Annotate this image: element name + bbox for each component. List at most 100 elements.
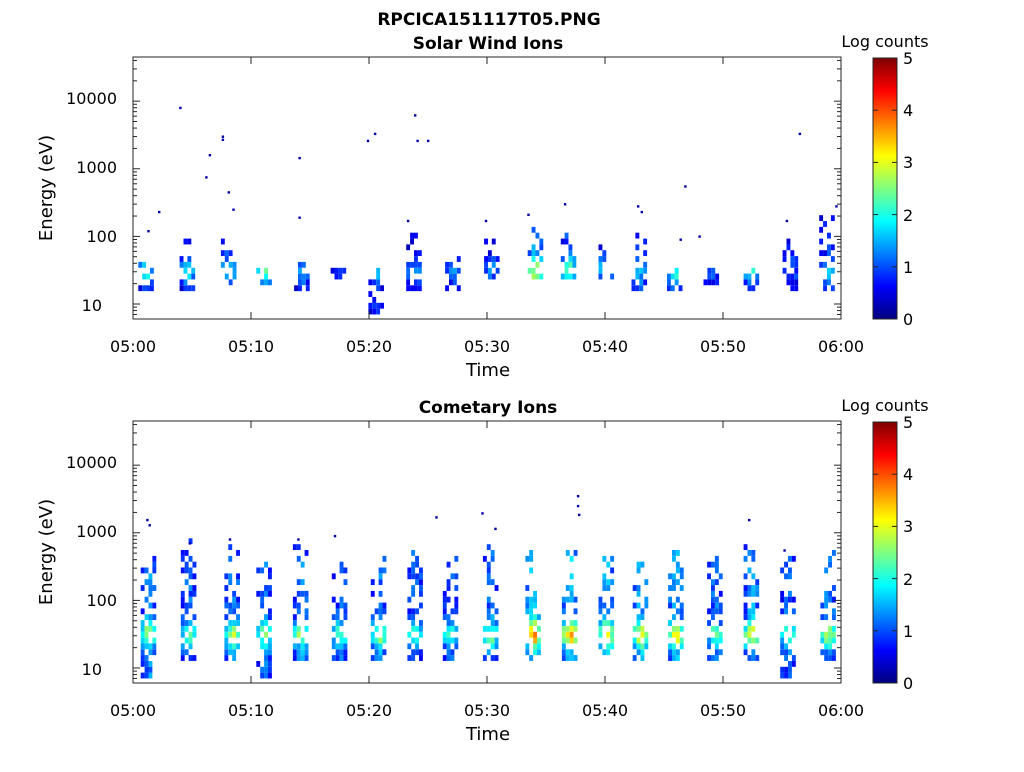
solar-wind-heatmap-cell <box>179 285 184 292</box>
cometary-heatmap-cell <box>565 550 570 556</box>
solar-wind-heatmap-cell <box>452 267 457 274</box>
cometary-heatmap-cell <box>791 608 796 615</box>
cometary-heatmap-cell <box>339 602 344 609</box>
cometary-heatmap-cell <box>450 637 455 644</box>
cometary-heatmap-cell <box>232 602 237 609</box>
cometary-heatmap-cell <box>454 625 459 632</box>
cometary-heatmap-cell <box>644 637 649 644</box>
cometary-heatmap-cell <box>454 573 459 580</box>
cometary-heatmap-cell <box>640 643 645 650</box>
cometary-tick-label: 05:40 <box>582 701 628 720</box>
cometary-heatmap-cell <box>672 643 676 650</box>
cometary-heatmap-cell <box>296 643 301 650</box>
cometary-heatmap-cell <box>784 573 788 580</box>
cometary-heatmap-cell <box>751 625 756 632</box>
cometary-heatmap-cell <box>610 631 615 638</box>
cometary-heatmap-cell <box>569 555 574 562</box>
cometary-heatmap-cell <box>640 614 645 621</box>
cometary-heatmap-cell <box>224 585 229 591</box>
cometary-heatmap-cell <box>152 643 157 650</box>
cometary-heatmap-cell <box>533 649 537 656</box>
cometary-heatmap-cell <box>490 655 495 661</box>
cometary-heatmap-cell <box>184 625 189 632</box>
solar-wind-heatmap-cell <box>751 267 756 274</box>
cometary-colorbar-tick-label: 1 <box>903 622 913 641</box>
solar-wind-heatmap-cell <box>334 267 339 274</box>
solar-wind-heatmap-cell <box>531 273 536 280</box>
cometary-heatmap-point <box>435 516 438 519</box>
cometary-heatmap-cell <box>370 590 375 597</box>
solar-wind-heatmap-cell <box>146 273 150 280</box>
cometary-heatmap-cell <box>140 649 145 656</box>
cometary-heatmap-cell <box>755 637 760 644</box>
cometary-heatmap-cell <box>192 655 197 661</box>
cometary-heatmap-cell <box>224 602 229 609</box>
cometary-heatmap-cell <box>711 561 715 568</box>
cometary-heatmap-cell <box>780 672 785 679</box>
solar-wind-heatmap-point <box>227 191 230 194</box>
cometary-heatmap-cell <box>784 649 788 656</box>
solar-wind-heatmap-cell <box>305 273 310 280</box>
cometary-heatmap-cell <box>304 655 309 661</box>
cometary-heatmap-cell <box>569 637 574 644</box>
solar-wind-heatmap-cell <box>819 226 824 233</box>
cometary-heatmap-cell <box>292 614 297 621</box>
cometary-heatmap-cell <box>679 573 684 580</box>
cometary-heatmap-cell <box>264 666 268 673</box>
solar-wind-heatmap-cell <box>819 215 824 222</box>
cometary-heatmap-cell <box>711 637 715 644</box>
solar-wind-heatmap-point <box>427 139 430 143</box>
cometary-heatmap-cell <box>490 643 495 650</box>
cometary-heatmap-cell <box>268 567 272 574</box>
cometary-heatmap-cell <box>268 573 272 580</box>
cometary-heatmap-cell <box>268 649 272 656</box>
cometary-heatmap-cell <box>411 620 416 626</box>
solar-wind-heatmap-point <box>835 205 838 208</box>
cometary-heatmap-cell <box>569 631 574 638</box>
solar-wind-heatmap-cell <box>301 273 306 280</box>
cometary-heatmap-cell <box>718 608 723 615</box>
cometary-heatmap-cell <box>714 655 719 661</box>
cometary-heatmap-cell <box>378 614 383 621</box>
cometary-heatmap-cell <box>780 590 785 597</box>
solar-wind-heatmap-cell <box>568 256 573 262</box>
cometary-heatmap-cell <box>707 573 711 580</box>
solar-wind-heatmap-cell <box>751 285 756 292</box>
cometary-heatmap-cell <box>679 608 684 615</box>
cometary-heatmap-cell <box>256 567 261 574</box>
solar-wind-heatmap-cell <box>228 261 233 268</box>
cometary-heatmap-cell <box>788 567 792 574</box>
cometary-heatmap-cell <box>256 590 261 597</box>
cometary-heatmap-cell <box>672 631 676 638</box>
cometary-heatmap-cell <box>374 625 379 632</box>
cometary-heatmap-cell <box>832 614 836 621</box>
cometary-heatmap-point <box>146 518 149 522</box>
solar-wind-colorbar-ticks <box>873 57 897 320</box>
cometary-heatmap-cell <box>144 614 149 621</box>
cometary-heatmap-cell <box>268 661 272 667</box>
cometary-heatmap-cell <box>486 596 491 603</box>
cometary-heatmap-cell <box>378 567 383 574</box>
solar-wind-heatmap-cell <box>643 261 648 268</box>
cometary-heatmap-cell <box>144 661 149 667</box>
cometary-heatmap-cell <box>672 573 676 580</box>
solar-wind-heatmap-cell <box>138 285 143 292</box>
cometary-heatmap <box>140 495 836 679</box>
cometary-heatmap-cell <box>751 555 756 562</box>
cometary-heatmap-cell <box>494 585 499 591</box>
cometary-heatmap-cell <box>264 643 268 650</box>
cometary-heatmap-cell <box>260 666 265 673</box>
cometary-heatmap-cell <box>569 655 574 661</box>
cometary-heatmap-cell <box>180 643 185 650</box>
cometary-heatmap-cell <box>228 573 233 580</box>
solar-wind-heatmap-cell <box>305 279 310 286</box>
cometary-heatmap-cell <box>675 596 680 603</box>
cometary-heatmap-cell <box>152 561 157 568</box>
cometary-heatmap-cell <box>140 661 145 667</box>
cometary-heatmap-cell <box>144 655 149 661</box>
cometary-heatmap-cell <box>232 625 237 632</box>
cometary-heatmap-cell <box>644 596 649 603</box>
cometary-tick-label: 06:00 <box>818 701 864 720</box>
solar-wind-heatmap-point <box>563 203 567 206</box>
cometary-heatmap-cell <box>292 649 297 656</box>
